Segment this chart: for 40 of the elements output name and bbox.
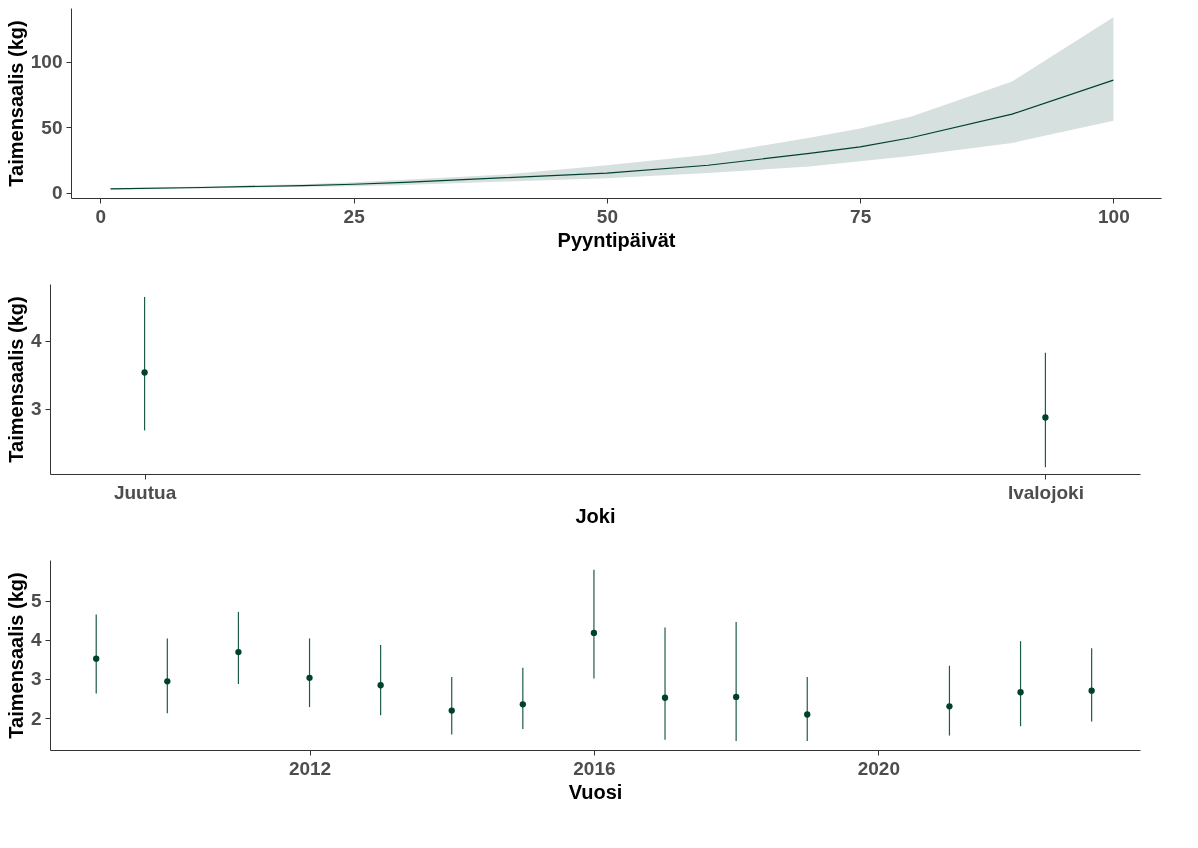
x-tick-label: Juutua	[113, 481, 177, 503]
y-tick-label: 100	[30, 51, 63, 73]
y-tick-label: 4	[30, 330, 42, 352]
x-tick-label: 2020	[857, 757, 900, 779]
x-tick-label: 100	[1098, 205, 1130, 227]
x-tick-label: 2016	[573, 757, 616, 779]
y-axis-title: Taimensaalis (kg)	[4, 572, 27, 739]
y-tick-label: 3	[30, 398, 42, 420]
point	[377, 682, 384, 689]
point	[519, 701, 526, 708]
point	[661, 694, 669, 701]
y-tick-label: 50	[41, 116, 63, 138]
point	[448, 707, 455, 714]
x-tick-label: 25	[343, 205, 366, 227]
y-axis-title: Taimensaalis (kg)	[4, 296, 27, 463]
x-tick-label: 50	[596, 205, 618, 227]
y-tick-label: 5	[30, 590, 42, 612]
x-tick-label: 75	[850, 205, 872, 227]
point	[235, 648, 242, 656]
point	[590, 629, 598, 637]
x-axis-title: Pyyntipäivät	[557, 228, 676, 251]
point	[804, 711, 811, 718]
point	[1088, 687, 1095, 694]
point	[732, 693, 740, 701]
point	[946, 703, 953, 710]
x-axis-title: Vuosi	[568, 780, 623, 803]
point	[93, 655, 100, 662]
x-tick-label: 0	[95, 205, 107, 227]
point	[164, 678, 171, 685]
y-tick-label: 2	[30, 707, 42, 729]
x-tick-label: Ivalojoki	[1007, 481, 1084, 503]
point	[1017, 689, 1024, 696]
y-tick-label: 0	[51, 182, 63, 204]
line-series	[109, 79, 1114, 190]
y-axis-title: Taimensaalis (kg)	[4, 20, 27, 187]
y-tick-label: 4	[30, 629, 42, 651]
x-tick-label: 2012	[288, 757, 332, 779]
point	[306, 674, 313, 681]
y-tick-label: 3	[30, 668, 42, 690]
x-axis-title: Joki	[575, 504, 616, 527]
